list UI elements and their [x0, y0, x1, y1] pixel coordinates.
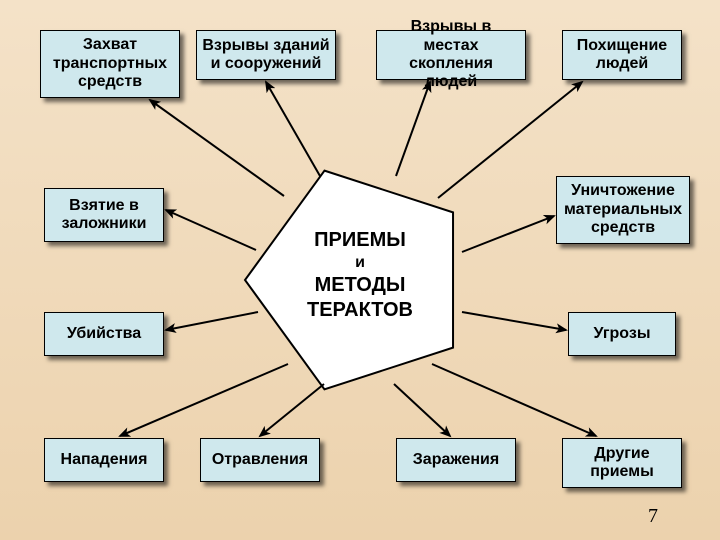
page-number: 7 — [648, 505, 658, 528]
arrow-to-n8 — [462, 312, 566, 330]
node-n3: Взрывы в местах скопления людей — [376, 30, 526, 80]
arrow-to-n1 — [150, 100, 284, 196]
node-n9: Нападения — [44, 438, 164, 482]
node-n7: Убийства — [44, 312, 164, 356]
node-n6: Уничтожение материальных средств — [556, 176, 690, 244]
arrow-to-n10 — [260, 384, 324, 436]
arrow-to-n7 — [166, 312, 258, 330]
center-pentagon — [245, 171, 453, 390]
diagram-stage: Захват транспортных средств Взрывы зданий… — [0, 0, 720, 540]
node-n4: Похищение людей — [562, 30, 682, 80]
arrow-to-n12 — [432, 364, 596, 436]
node-n11: Заражения — [396, 438, 516, 482]
node-n12: Другие приемы — [562, 438, 682, 488]
node-n2: Взрывы зданий и сооружений — [196, 30, 336, 80]
node-n8: Угрозы — [568, 312, 676, 356]
arrow-to-n5 — [166, 210, 256, 250]
node-n10: Отравления — [200, 438, 320, 482]
arrow-to-n9 — [120, 364, 288, 436]
arrows-group — [120, 82, 596, 436]
arrow-to-n3 — [396, 82, 430, 176]
arrow-to-n6 — [462, 216, 554, 252]
node-n5: Взятие в заложники — [44, 188, 164, 242]
node-n1: Захват транспортных средств — [40, 30, 180, 98]
center-label: ПРИЕМЫиМЕТОДЫТЕРАКТОВ — [270, 228, 450, 323]
arrow-to-n2 — [266, 82, 320, 176]
arrow-to-n11 — [394, 384, 450, 436]
